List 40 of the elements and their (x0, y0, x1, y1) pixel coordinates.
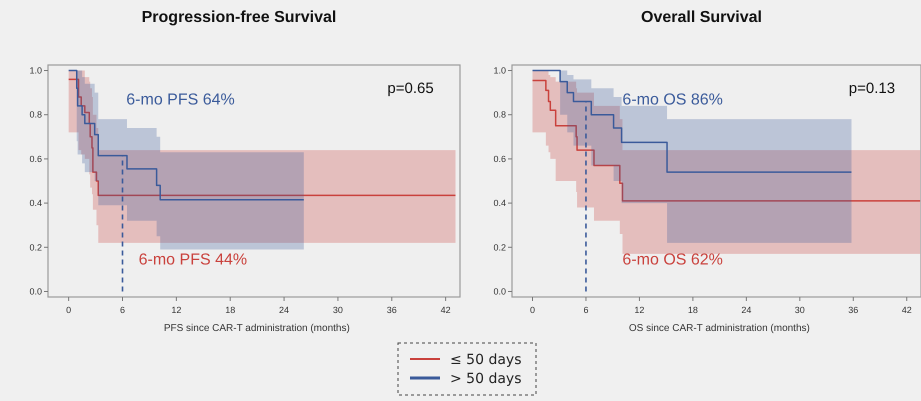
x-tick-label: 0 (530, 305, 535, 315)
y-tick-label: 0.0 (493, 286, 506, 296)
y-tick-label: 0.2 (493, 242, 506, 252)
y-tick-label: 0.6 (493, 154, 506, 164)
y-tick-label: 0.4 (493, 198, 506, 208)
legend-label: > 50 days (450, 371, 522, 387)
annotation: 6-mo PFS 44% (138, 252, 248, 269)
x-tick-label: 30 (794, 305, 805, 315)
y-tick-label: 1.0 (493, 66, 506, 76)
x-tick-label: 42 (440, 305, 451, 315)
y-tick-label: 0.8 (29, 110, 42, 120)
x-tick-label: 18 (225, 305, 236, 315)
y-tick-label: 1.0 (29, 66, 42, 76)
y-tick-label: 0.2 (29, 242, 42, 252)
y-tick-label: 0.8 (493, 110, 506, 120)
x-tick-label: 0 (66, 305, 72, 315)
annotation: 6-mo OS 86% (622, 91, 723, 108)
y-tick-label: 0.0 (29, 286, 42, 296)
y-tick-label: 0.6 (29, 154, 42, 164)
x-tick-label: 36 (848, 305, 858, 315)
x-axis-title: PFS since CAR-T administration (months) (164, 323, 350, 334)
x-tick-label: 24 (279, 305, 290, 315)
annotation: p=0.65 (387, 80, 434, 97)
annotation: 6-mo PFS 64% (126, 91, 235, 108)
chart-title: Progression-free Survival (142, 9, 336, 26)
annotation: 6-mo OS 62% (622, 252, 723, 269)
y-tick-label: 0.4 (29, 198, 42, 208)
x-tick-label: 30 (332, 305, 343, 315)
x-tick-label: 24 (741, 305, 752, 315)
x-tick-label: 36 (386, 305, 397, 315)
x-axis-title: OS since CAR-T administration (months) (628, 323, 810, 334)
x-tick-label: 6 (120, 305, 126, 315)
x-tick-label: 12 (171, 305, 182, 315)
legend-label: ≤ 50 days (450, 352, 522, 368)
chart-title: Overall Survival (641, 9, 762, 26)
annotation: p=0.13 (848, 80, 896, 97)
x-tick-label: 12 (634, 305, 644, 315)
x-tick-label: 6 (583, 305, 588, 315)
x-tick-label: 18 (688, 305, 698, 315)
x-tick-label: 42 (902, 305, 912, 315)
